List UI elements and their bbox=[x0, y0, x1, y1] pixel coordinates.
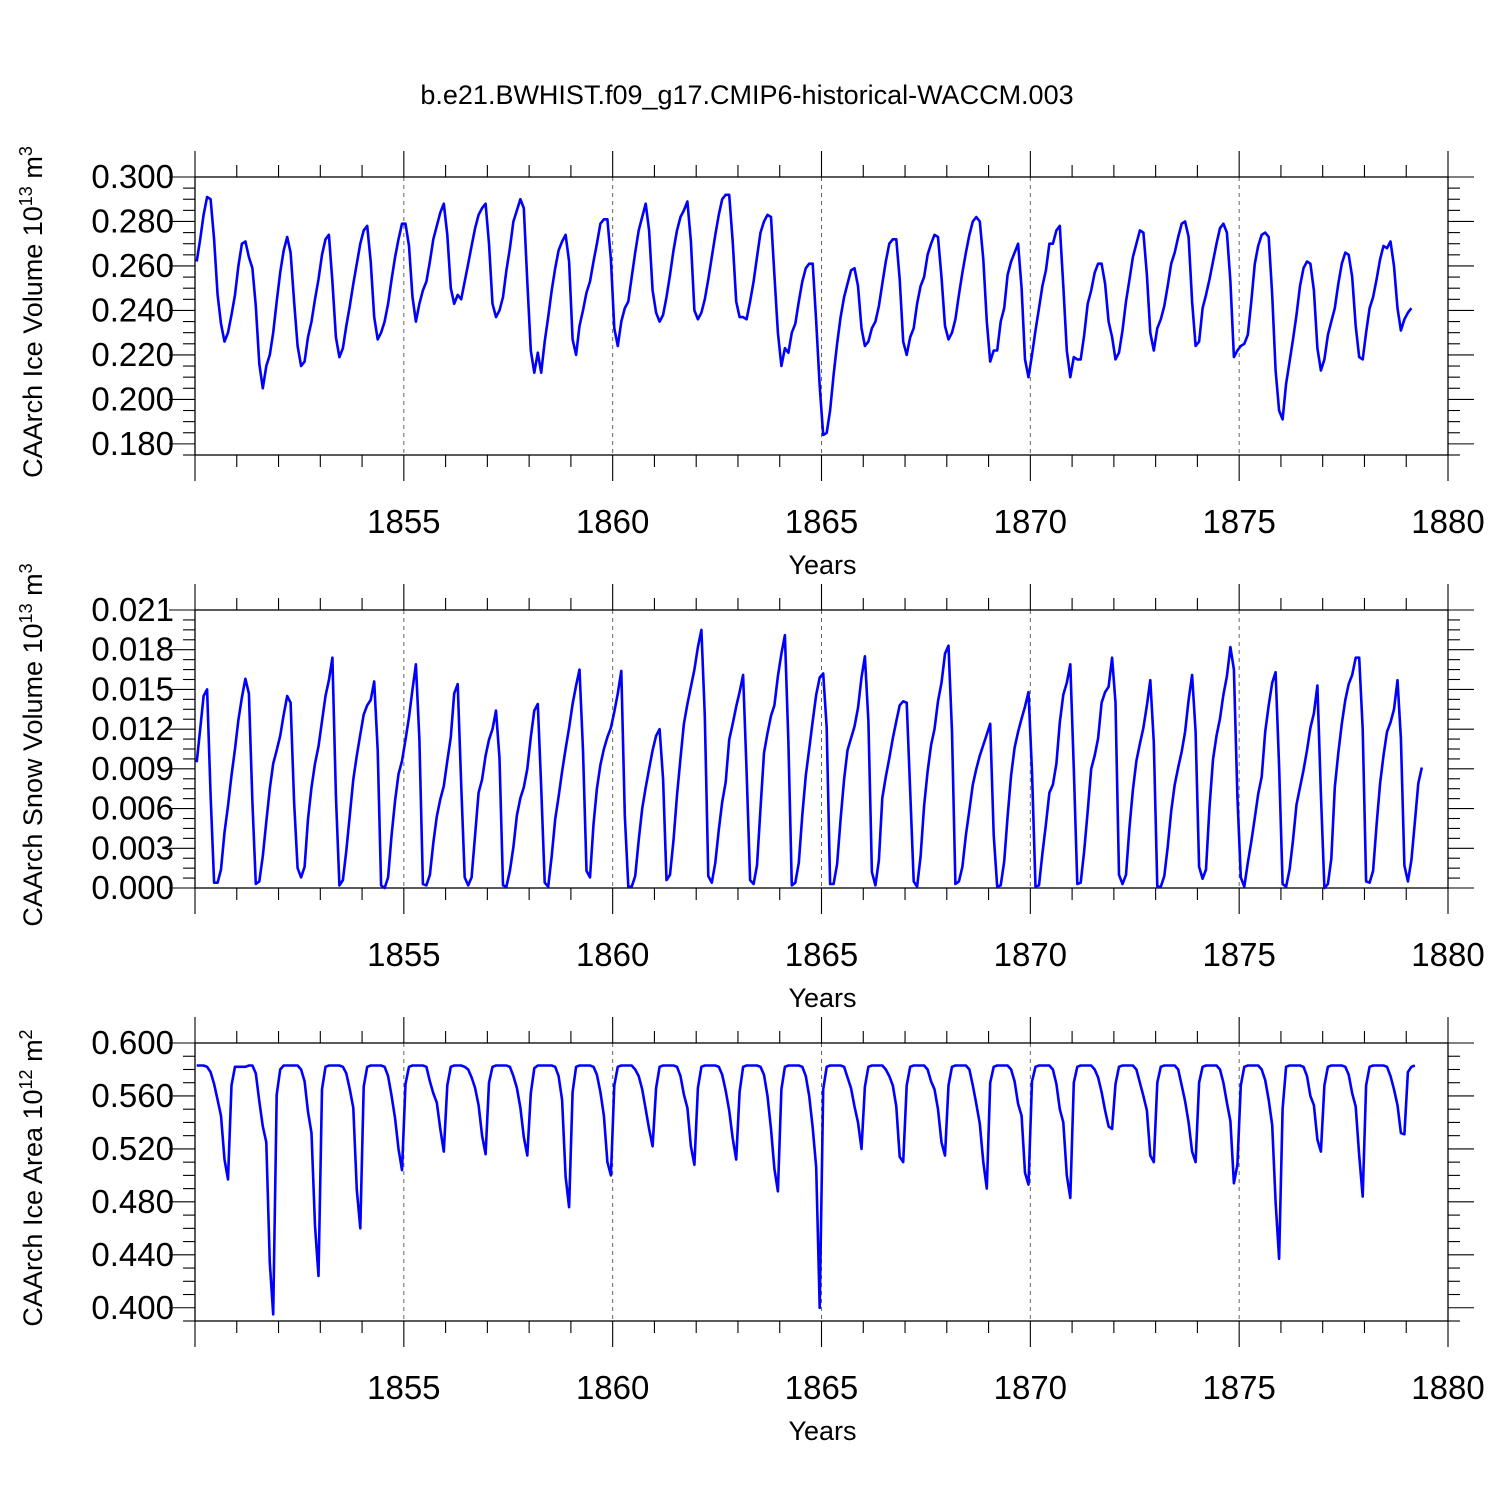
y-tick-label: 0.000 bbox=[91, 869, 174, 906]
y-tick-label: 0.560 bbox=[91, 1077, 174, 1114]
y-tick-label: 0.480 bbox=[91, 1183, 174, 1220]
x-tick-label: 1855 bbox=[367, 503, 440, 540]
x-tick-label: 1870 bbox=[994, 936, 1067, 973]
x-tick-label: 1865 bbox=[785, 1369, 858, 1406]
y-axis-label: CAArch Ice Volume 1013 m3 bbox=[16, 146, 48, 478]
y-tick-label: 0.400 bbox=[91, 1289, 174, 1326]
y-tick-label: 0.180 bbox=[91, 425, 174, 462]
x-tick-label: 1880 bbox=[1411, 936, 1484, 973]
x-axis-label: Years bbox=[788, 983, 856, 1013]
data-line bbox=[196, 1064, 1416, 1316]
data-line bbox=[195, 628, 1424, 890]
y-tick-label: 0.012 bbox=[91, 710, 174, 747]
x-tick-label: 1875 bbox=[1202, 936, 1275, 973]
y-tick-label: 0.220 bbox=[91, 336, 174, 373]
x-tick-label: 1855 bbox=[367, 1369, 440, 1406]
x-tick-label: 1865 bbox=[785, 503, 858, 540]
x-tick-label: 1860 bbox=[576, 936, 649, 973]
y-tick-label: 0.200 bbox=[91, 380, 174, 417]
y-tick-label: 0.280 bbox=[91, 202, 174, 239]
panel-2: 0.0000.0030.0060.0090.0120.0150.0180.021… bbox=[16, 563, 1485, 1013]
x-tick-label: 1865 bbox=[785, 936, 858, 973]
y-tick-label: 0.300 bbox=[91, 158, 174, 195]
y-tick-label: 0.260 bbox=[91, 247, 174, 284]
x-tick-label: 1860 bbox=[576, 1369, 649, 1406]
x-tick-label: 1875 bbox=[1202, 1369, 1275, 1406]
x-axis-label: Years bbox=[788, 1416, 856, 1446]
data-line bbox=[195, 193, 1413, 437]
y-tick-label: 0.021 bbox=[91, 591, 174, 628]
y-tick-label: 0.240 bbox=[91, 291, 174, 328]
y-tick-label: 0.018 bbox=[91, 631, 174, 668]
x-tick-label: 1855 bbox=[367, 936, 440, 973]
y-tick-label: 0.015 bbox=[91, 670, 174, 707]
y-axis-label: CAArch Snow Volume 1013 m3 bbox=[16, 563, 48, 926]
y-tick-label: 0.003 bbox=[91, 829, 174, 866]
panel-3: 0.400 0.440 0.480 0.520 0.560 0.600 1855 1860 18… bbox=[16, 1017, 1485, 1446]
y-tick-label: 0.009 bbox=[91, 750, 174, 787]
panel-1: 0.180 0.200 0.220 0.240 0.260 0.280 0.300 1855 1… bbox=[16, 146, 1485, 580]
x-tick-label: 1875 bbox=[1202, 503, 1275, 540]
x-tick-label: 1870 bbox=[994, 503, 1067, 540]
x-tick-label: 1880 bbox=[1411, 1369, 1484, 1406]
x-axis-label: Years bbox=[788, 550, 856, 580]
x-tick-label: 1870 bbox=[994, 1369, 1067, 1406]
y-tick-label: 0.440 bbox=[91, 1236, 174, 1273]
y-tick-label: 0.006 bbox=[91, 790, 174, 827]
y-tick-label: 0.520 bbox=[91, 1130, 174, 1167]
x-tick-label: 1860 bbox=[576, 503, 649, 540]
y-axis-label: CAArch Ice Area 1012 m2 bbox=[16, 1029, 48, 1326]
chart-title: b.e21.BWHIST.f09_g17.CMIP6-historical-WA… bbox=[420, 80, 1073, 110]
x-tick-label: 1880 bbox=[1411, 503, 1484, 540]
y-tick-label: 0.600 bbox=[91, 1024, 174, 1061]
